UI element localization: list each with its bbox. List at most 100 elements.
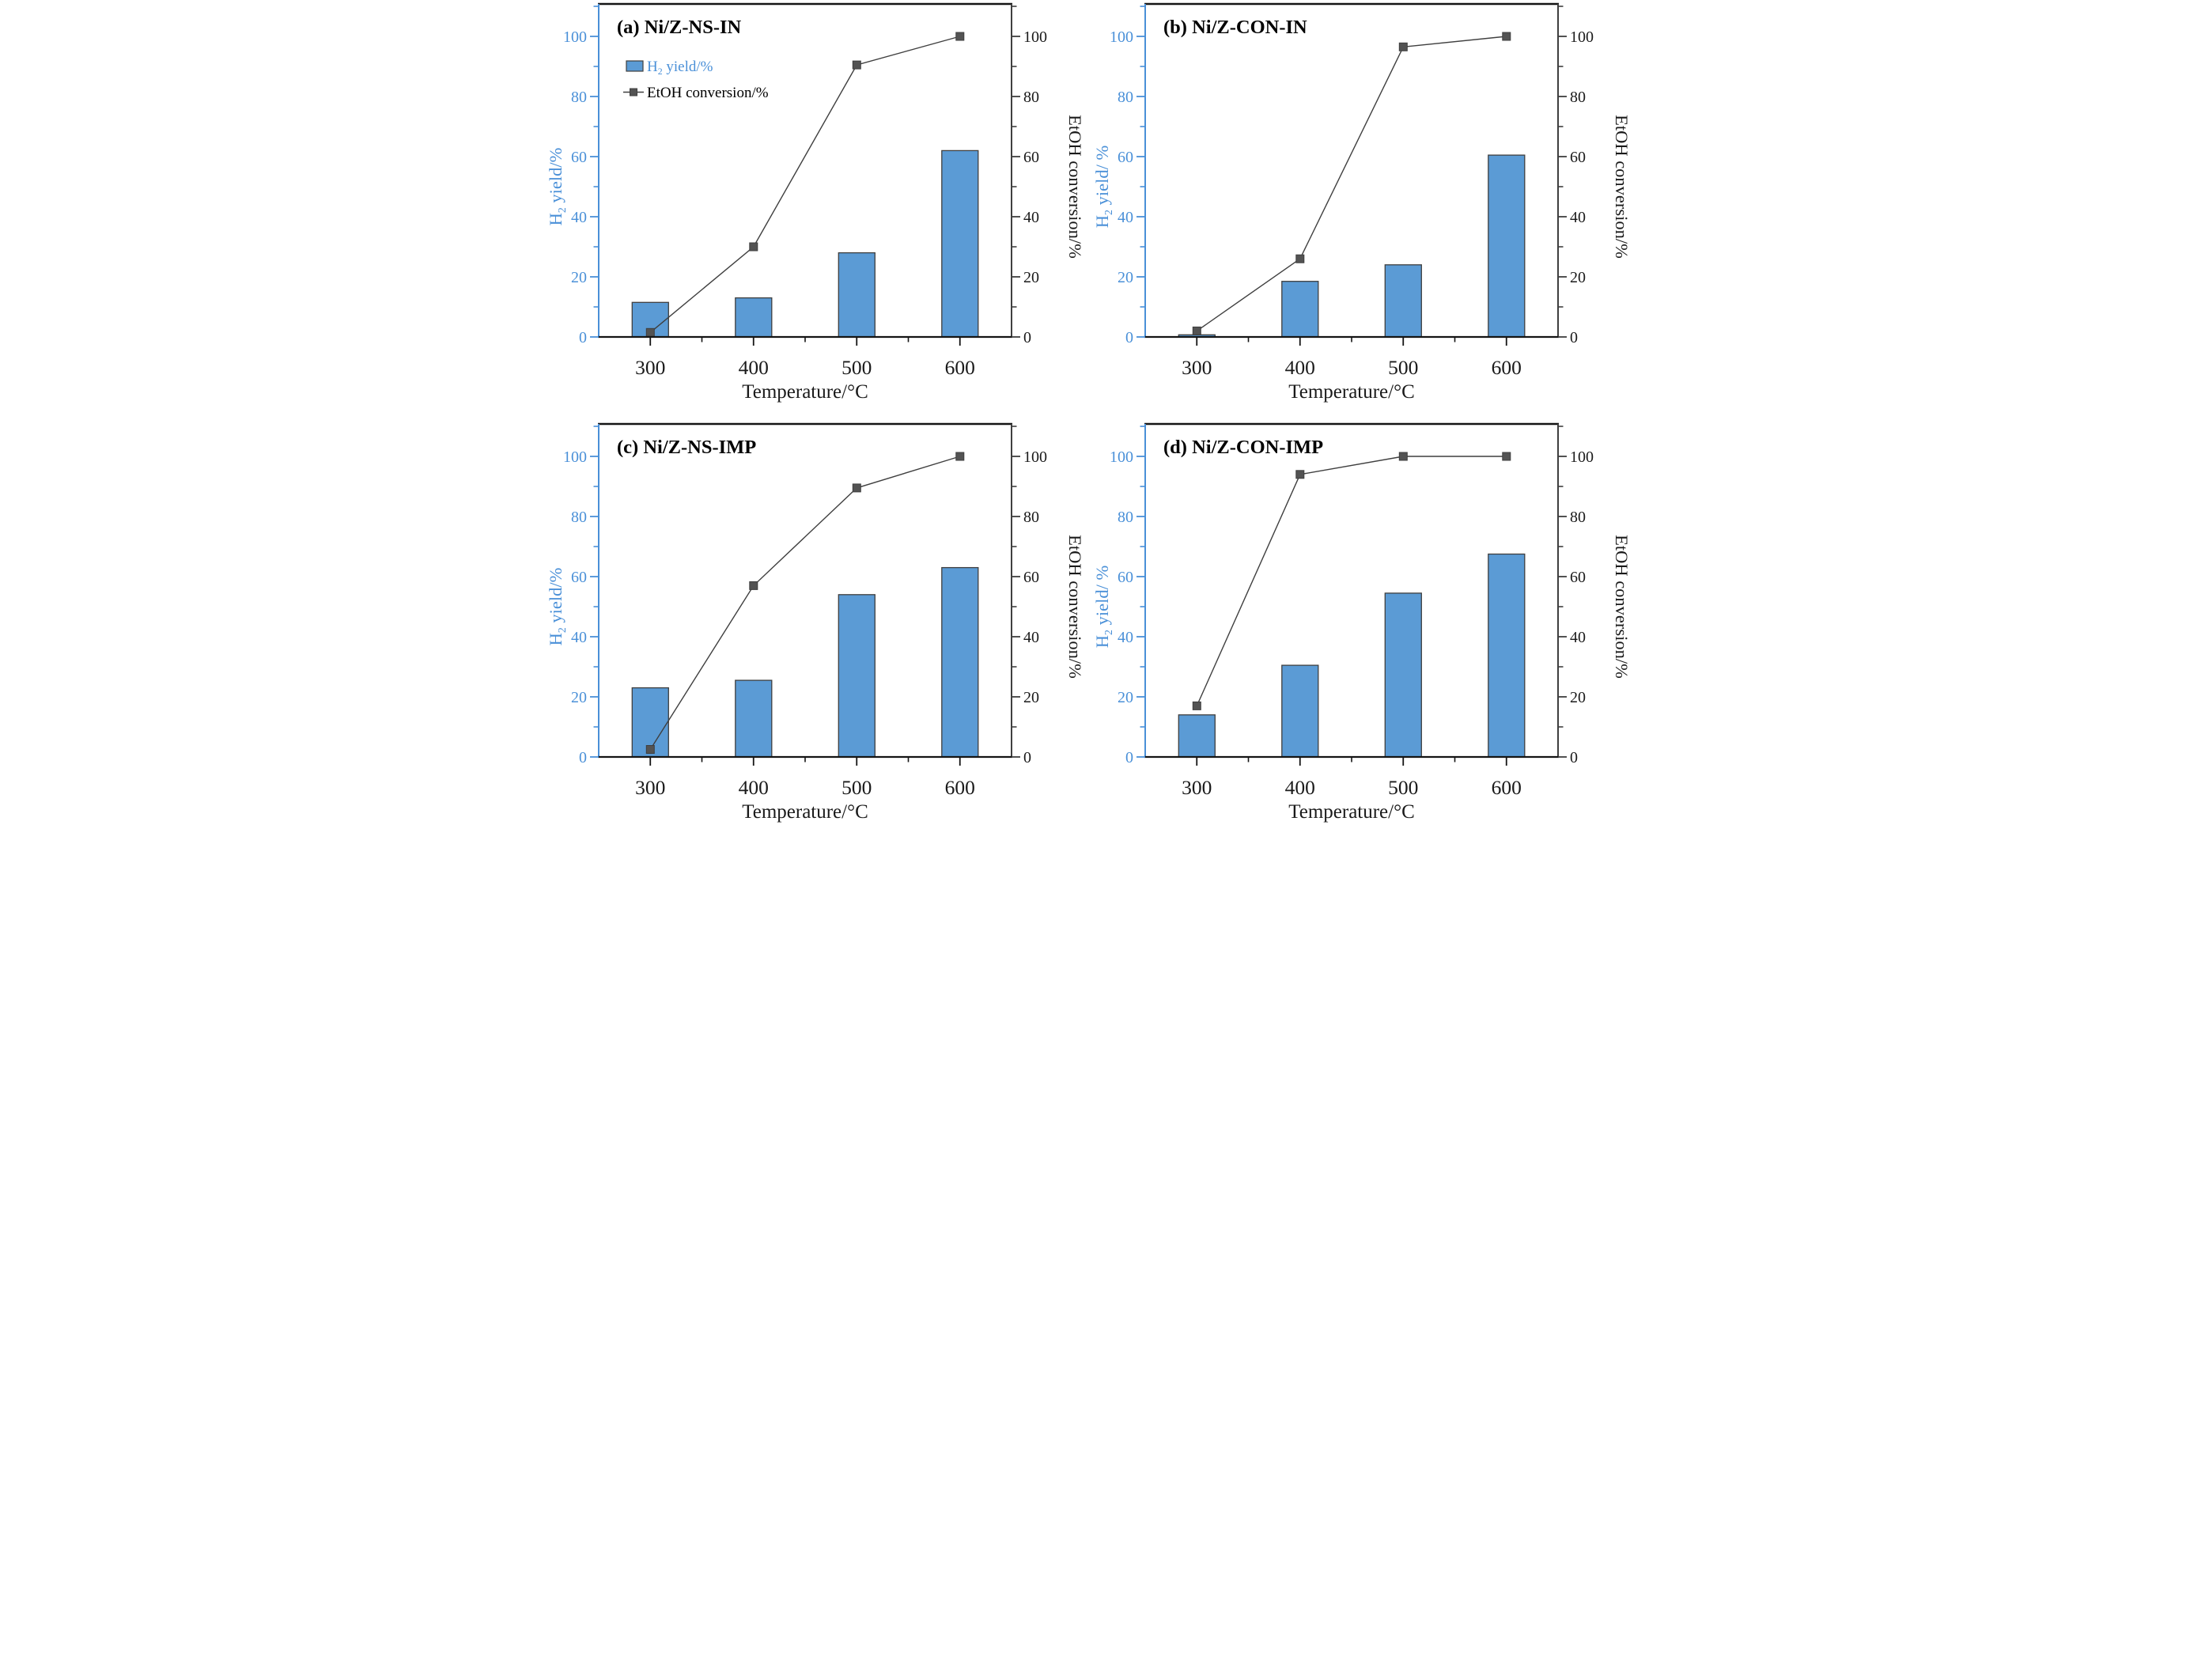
x-axis-title: Temperature/°C	[742, 801, 868, 823]
h2-yield-bar-500	[1384, 592, 1422, 758]
etoh-conversion-line	[649, 456, 961, 750]
x-tick-label-300: 300	[635, 776, 665, 799]
left-tick-label-40: 40	[1118, 629, 1133, 646]
h2-yield-bar-600	[1488, 553, 1526, 758]
left-axis-title: H2 yield/%	[546, 568, 569, 646]
etoh-conversion-marker-600	[1502, 32, 1511, 41]
left-tick-label-20: 20	[1118, 269, 1133, 286]
chart-panel-b: 0 20 40 60 80 100 0 20 40 60 80 100 300 400 500 600 Temp…	[1093, 0, 1640, 420]
legend: H2 yield/% EtOH conversion/%	[623, 59, 769, 101]
panel-title: (c) Ni/Z-NS-IMP	[617, 437, 756, 458]
chart-panel-c: 0 20 40 60 80 100 0 20 40 60 80 100 300 400 500 600 Temp…	[546, 420, 1093, 840]
h2-yield-bar-500	[1384, 264, 1422, 338]
etoh-conversion-marker-300	[1192, 326, 1201, 335]
left-tick-label-60: 60	[1118, 149, 1133, 166]
etoh-conversion-marker-500	[852, 483, 861, 493]
right-tick-label-0: 0	[1570, 749, 1578, 766]
right-tick-label-60: 60	[1023, 569, 1039, 586]
left-tick-label-20: 20	[1118, 689, 1133, 706]
panel-background	[1093, 420, 1640, 840]
etoh-conversion-marker-400	[1295, 254, 1305, 263]
x-tick-label-500: 500	[1388, 776, 1418, 799]
x-tick-label-500: 500	[841, 356, 872, 379]
left-tick-label-60: 60	[571, 149, 587, 166]
x-tick-label-400: 400	[1285, 776, 1315, 799]
h2-yield-bar-400	[1281, 281, 1319, 338]
left-tick-label-100: 100	[1110, 28, 1133, 46]
left-tick-label-40: 40	[571, 629, 587, 646]
x-tick-label-600: 600	[945, 776, 975, 799]
left-tick-label-0: 0	[579, 329, 587, 346]
left-tick-label-100: 100	[563, 28, 587, 46]
h2-yield-bar-600	[941, 149, 979, 338]
right-tick-label-20: 20	[1570, 269, 1586, 286]
left-tick-label-20: 20	[571, 269, 587, 286]
figure-grid: 0 20 40 60 80 100 0 20 40 60 80 100 300 400 500 600 Temp…	[546, 0, 1640, 840]
right-tick-label-40: 40	[1570, 629, 1586, 646]
panel-title: (d) Ni/Z-CON-IMP	[1163, 437, 1323, 458]
right-tick-label-80: 80	[1023, 509, 1039, 526]
figure: 0 20 40 60 80 100 0 20 40 60 80 100 300 400 500 600 Temp…	[546, 0, 1640, 840]
left-tick-label-0: 0	[579, 749, 587, 766]
h2-yield-bar-400	[735, 679, 773, 758]
left-tick-label-100: 100	[563, 448, 587, 466]
x-axis-title: Temperature/°C	[1288, 381, 1415, 403]
right-tick-label-60: 60	[1570, 569, 1586, 586]
x-tick-label-300: 300	[1182, 356, 1212, 379]
panel-background	[1093, 0, 1640, 420]
right-tick-label-0: 0	[1023, 329, 1031, 346]
legend-line-label: EtOH conversion/%	[647, 85, 769, 101]
right-axis-title: EtOH conversion/%	[1612, 115, 1632, 259]
legend-bar-swatch	[626, 60, 644, 72]
right-axis-title: EtOH conversion/%	[1065, 535, 1085, 679]
etoh-conversion-marker-600	[955, 32, 965, 41]
left-tick-label-80: 80	[571, 509, 587, 526]
x-tick-label-300: 300	[1182, 776, 1212, 799]
x-tick-label-600: 600	[945, 356, 975, 379]
h2-yield-bar-300	[1178, 714, 1216, 758]
right-tick-label-0: 0	[1570, 329, 1578, 346]
x-tick-label-400: 400	[1285, 356, 1315, 379]
h2-yield-bar-600	[941, 566, 979, 758]
right-tick-label-40: 40	[1023, 629, 1039, 646]
right-tick-label-20: 20	[1570, 689, 1586, 706]
right-tick-label-20: 20	[1023, 689, 1039, 706]
chart-panel-a: 0 20 40 60 80 100 0 20 40 60 80 100 300 400 500 600 Temp…	[546, 0, 1093, 420]
left-tick-label-20: 20	[571, 689, 587, 706]
etoh-conversion-marker-400	[1295, 470, 1305, 479]
right-tick-label-40: 40	[1570, 209, 1586, 226]
right-axis-title: EtOH conversion/%	[1065, 115, 1085, 259]
x-tick-label-600: 600	[1492, 356, 1522, 379]
right-tick-label-0: 0	[1023, 749, 1031, 766]
left-tick-label-80: 80	[1118, 89, 1133, 106]
right-tick-label-60: 60	[1570, 149, 1586, 166]
etoh-conversion-marker-300	[645, 745, 655, 754]
right-tick-label-80: 80	[1570, 89, 1586, 106]
right-tick-label-100: 100	[1023, 28, 1047, 46]
left-tick-label-60: 60	[571, 569, 587, 586]
left-tick-label-0: 0	[1125, 749, 1133, 766]
h2-yield-bar-600	[1488, 154, 1526, 338]
etoh-conversion-marker-500	[1398, 452, 1408, 461]
left-tick-label-100: 100	[1110, 448, 1133, 466]
legend-bar-label: H2 yield/%	[647, 59, 713, 77]
right-tick-label-100: 100	[1570, 448, 1594, 466]
x-tick-label-500: 500	[1388, 356, 1418, 379]
etoh-conversion-line	[1196, 456, 1507, 706]
left-axis-title: H2 yield/ %	[1093, 146, 1115, 228]
x-tick-label-300: 300	[635, 356, 665, 379]
etoh-conversion-marker-400	[749, 242, 758, 252]
right-tick-label-60: 60	[1023, 149, 1039, 166]
left-tick-label-80: 80	[1118, 509, 1133, 526]
right-tick-label-100: 100	[1570, 28, 1594, 46]
panel-title: (a) Ni/Z-NS-IN	[617, 17, 742, 38]
left-tick-label-80: 80	[571, 89, 587, 106]
etoh-conversion-line	[649, 36, 960, 333]
right-tick-label-20: 20	[1023, 269, 1039, 286]
panel-background	[546, 420, 1093, 840]
x-tick-label-400: 400	[739, 356, 769, 379]
right-tick-label-80: 80	[1570, 509, 1586, 526]
x-tick-label-500: 500	[841, 776, 872, 799]
h2-yield-bar-500	[838, 252, 876, 338]
etoh-conversion-marker-600	[1502, 452, 1511, 461]
